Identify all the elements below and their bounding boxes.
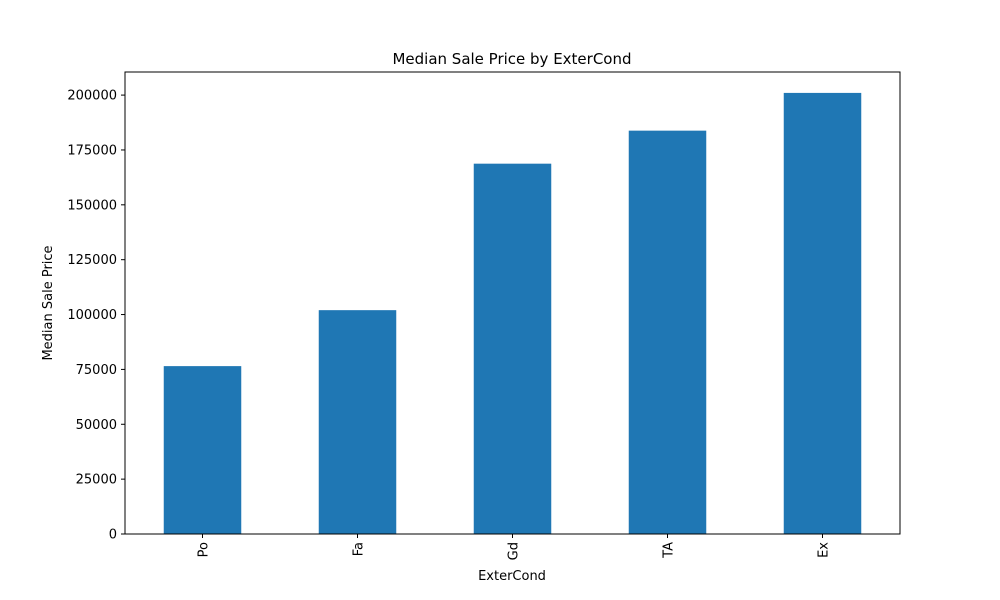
- y-tick-label: 25000: [76, 473, 117, 488]
- y-tick-label: 200000: [67, 89, 117, 104]
- x-tick-label: Gd: [507, 542, 522, 560]
- x-tick-label: Ex: [817, 542, 832, 558]
- bar-gd: [473, 163, 552, 534]
- bar-po: [163, 366, 242, 534]
- x-tick-label: Fa: [352, 542, 367, 556]
- x-tick-label: Po: [197, 542, 212, 557]
- x-tick-label: TA: [662, 542, 677, 559]
- y-tick-label: 100000: [67, 308, 117, 323]
- y-axis: 0 25000 50000 75000 100000 125000 150000 175000…: [67, 89, 125, 543]
- y-tick-label: 175000: [67, 143, 117, 158]
- bar-ta: [628, 130, 707, 534]
- x-axis-label: ExterCond: [478, 569, 546, 584]
- y-tick-label: 50000: [76, 418, 117, 433]
- y-tick-label: 125000: [67, 253, 117, 268]
- y-tick-label: 75000: [76, 363, 117, 378]
- bar-fa: [318, 310, 397, 534]
- y-tick-label: 150000: [67, 198, 117, 213]
- y-tick-label: 0: [109, 528, 117, 543]
- chart-title: Median Sale Price by ExterCond: [392, 50, 631, 68]
- bars-group: [163, 92, 862, 534]
- x-axis: Po Fa Gd TA Ex: [197, 534, 832, 560]
- bar-ex: [783, 92, 862, 534]
- y-axis-label: Median Sale Price: [41, 245, 56, 360]
